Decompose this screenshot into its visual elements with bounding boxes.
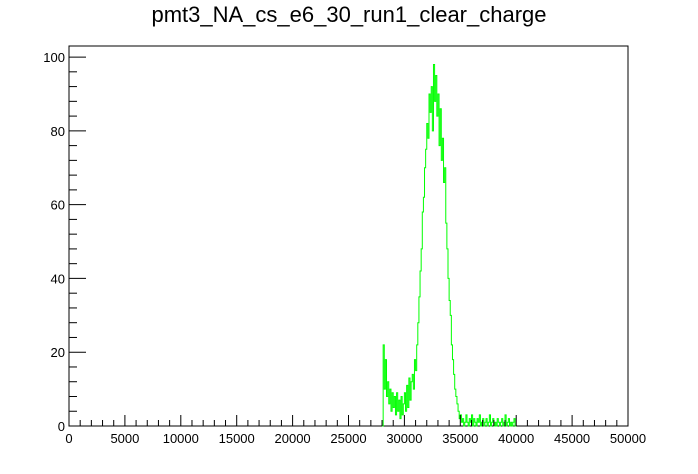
- plot-area: [68, 45, 629, 427]
- plot-frame: [68, 45, 629, 427]
- x-tick-label: 15000: [219, 431, 255, 446]
- y-axis: 0 20 40 60 80 100: [43, 50, 86, 434]
- y-tick-label: 60: [51, 198, 65, 213]
- chart-title: pmt3_NA_cs_e6_30_run1_clear_charge: [151, 2, 547, 27]
- y-tick-label: 0: [58, 419, 65, 434]
- x-tick-label: 10000: [163, 431, 199, 446]
- y-tick-label: 20: [51, 345, 65, 360]
- x-tick-label: 25000: [330, 431, 366, 446]
- x-tick-label: 0: [65, 431, 72, 446]
- x-tick-label: 50000: [610, 431, 646, 446]
- histogram-series-clear_charge: [382, 63, 517, 427]
- x-axis: 0 5000 10000 15000 20000 25000 30000 35000 40000…: [65, 415, 646, 446]
- x-tick-label: 35000: [442, 431, 478, 446]
- x-tick-label: 20000: [275, 431, 311, 446]
- x-tick-label: 30000: [386, 431, 422, 446]
- x-tick-label: 40000: [498, 431, 534, 446]
- y-tick-label: 40: [51, 271, 65, 286]
- y-tick-label: 100: [43, 50, 65, 65]
- x-tick-label: 45000: [554, 431, 590, 446]
- y-tick-label: 80: [51, 124, 65, 139]
- x-tick-label: 5000: [110, 431, 139, 446]
